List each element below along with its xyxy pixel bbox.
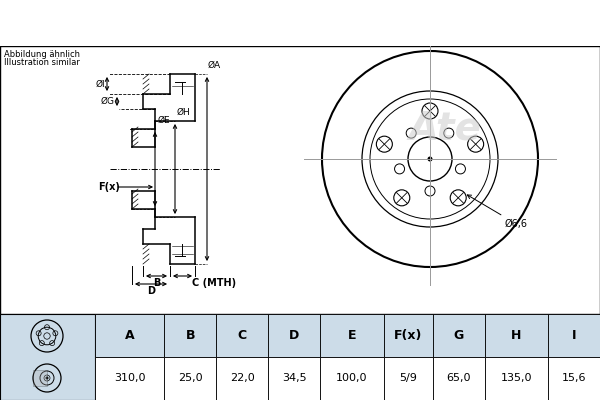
Circle shape [46, 376, 49, 380]
Text: F(x): F(x) [98, 182, 120, 192]
Text: Abbildung ähnlich: Abbildung ähnlich [4, 50, 80, 59]
Bar [268, 357, 320, 400]
Text: D: D [147, 286, 155, 296]
Text: 24.0125-0123.1: 24.0125-0123.1 [184, 14, 356, 32]
Bar [95, 357, 164, 400]
Text: ØH: ØH [177, 108, 191, 117]
Text: A: A [125, 329, 134, 342]
Text: Ate: Ate [409, 110, 482, 148]
Text: 65,0: 65,0 [446, 374, 471, 384]
Text: E: E [347, 329, 356, 342]
Text: F(x): F(x) [394, 329, 422, 342]
Bar [95, 314, 164, 357]
Bar [383, 314, 433, 357]
Text: ØE: ØE [158, 116, 170, 125]
Bar [433, 314, 485, 357]
Text: G: G [454, 329, 464, 342]
Bar [216, 314, 268, 357]
Bar [320, 357, 383, 400]
Text: ØA: ØA [208, 61, 221, 70]
Bar [485, 357, 548, 400]
Text: 135,0: 135,0 [500, 374, 532, 384]
Text: 5/9: 5/9 [399, 374, 417, 384]
Bar [164, 314, 216, 357]
Bar [164, 357, 216, 400]
Text: 15,6: 15,6 [562, 374, 586, 384]
Text: B: B [185, 329, 195, 342]
Text: ØG: ØG [101, 97, 115, 106]
Text: D: D [289, 329, 299, 342]
Text: 22,0: 22,0 [230, 374, 254, 384]
Bar [433, 357, 485, 400]
Circle shape [427, 156, 433, 162]
Bar [548, 314, 600, 357]
Text: C: C [238, 329, 247, 342]
Bar [33, 370, 47, 386]
Text: Ø6,6: Ø6,6 [467, 195, 528, 229]
Text: 34,5: 34,5 [282, 374, 307, 384]
Bar [383, 357, 433, 400]
Text: H: H [511, 329, 521, 342]
Text: 310,0: 310,0 [114, 374, 145, 384]
Bar [216, 357, 268, 400]
Text: 425123: 425123 [419, 14, 501, 32]
Text: Illustration similar: Illustration similar [4, 58, 80, 67]
Text: I: I [572, 329, 576, 342]
Bar [320, 314, 383, 357]
Bar [548, 357, 600, 400]
Text: ØI: ØI [95, 80, 105, 88]
Bar [268, 314, 320, 357]
Bar [485, 314, 548, 357]
Text: C (MTH): C (MTH) [193, 278, 236, 288]
Text: 25,0: 25,0 [178, 374, 203, 384]
Bar [0, 314, 95, 400]
Text: B: B [153, 278, 160, 288]
Text: 100,0: 100,0 [336, 374, 368, 384]
